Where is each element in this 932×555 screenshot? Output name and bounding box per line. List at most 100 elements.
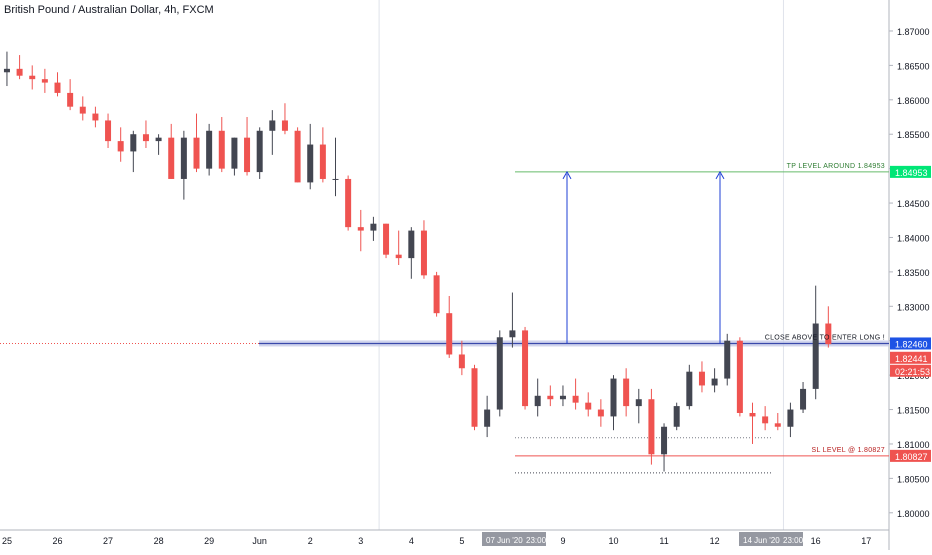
date-highlight-badge xyxy=(739,532,803,546)
y-tick-label: 1.84500 xyxy=(897,199,930,209)
y-tick-label: 1.84000 xyxy=(897,233,930,243)
x-tick-label: 4 xyxy=(409,536,414,546)
y-tick-label: 1.80500 xyxy=(897,474,930,484)
candle-body xyxy=(446,313,453,355)
candle-body xyxy=(130,134,137,152)
candle-body xyxy=(41,79,48,83)
y-tick-label: 1.87000 xyxy=(897,27,930,37)
candle-body xyxy=(256,130,263,173)
candle-body xyxy=(16,68,23,76)
date-highlight-date: 14 Jun '20 xyxy=(743,536,780,545)
sl-price-badge-text: 1.80827 xyxy=(895,452,928,462)
candle-body xyxy=(572,395,579,403)
candle-body xyxy=(749,412,756,417)
candle-body xyxy=(509,330,516,338)
countdown-badge xyxy=(890,364,931,377)
candle-body xyxy=(244,137,251,173)
x-tick-label: 3 xyxy=(358,536,363,546)
candle-body xyxy=(218,130,225,169)
candle-body xyxy=(698,371,705,386)
candle-body xyxy=(458,354,465,369)
candle-body xyxy=(408,230,415,259)
y-tick-label: 1.85500 xyxy=(897,130,930,140)
candle-body xyxy=(155,137,162,142)
x-tick-label: 12 xyxy=(710,536,720,546)
candle-body xyxy=(29,75,36,80)
candle-body xyxy=(420,230,427,276)
candle-body xyxy=(383,223,390,255)
candle-body xyxy=(496,337,503,410)
candle-body xyxy=(800,388,807,410)
candle-body xyxy=(117,141,124,152)
date-highlight-time: 23:00 xyxy=(783,536,804,545)
tp-price-badge-text: 1.84953 xyxy=(895,168,928,178)
x-tick-label: 5 xyxy=(459,536,464,546)
candle-body xyxy=(3,68,10,73)
candle-body xyxy=(762,416,769,424)
candle-body xyxy=(345,178,352,228)
x-tick-label: 9 xyxy=(560,536,565,546)
date-highlight-badge xyxy=(482,532,546,546)
candle-body xyxy=(54,82,61,93)
x-tick-label: 27 xyxy=(103,536,113,546)
level-annotation: TP LEVEL AROUND 1.84953 xyxy=(787,163,885,170)
sl-price-badge xyxy=(890,449,931,462)
tp-price-badge xyxy=(890,165,931,178)
candle-body xyxy=(269,120,276,131)
candle-body xyxy=(787,409,794,427)
y-tick-label: 1.81000 xyxy=(897,440,930,450)
x-tick-label: Jun xyxy=(252,536,267,546)
candle-body xyxy=(332,178,339,180)
candle-body xyxy=(294,130,301,183)
countdown-badge-text: 02:21:53 xyxy=(895,367,930,377)
x-tick-label: 16 xyxy=(811,536,821,546)
chart-title: British Pound / Australian Dollar, 4h, F… xyxy=(4,4,214,16)
candle-body xyxy=(193,137,200,169)
candle-body xyxy=(534,395,541,407)
x-tick-label: 2 xyxy=(308,536,313,546)
candle-body xyxy=(623,378,630,407)
candle-body xyxy=(673,406,680,427)
y-tick-label: 1.81500 xyxy=(897,406,930,416)
entry-price-badge xyxy=(890,337,931,350)
candle-body xyxy=(547,395,554,400)
x-tick-label: 10 xyxy=(608,536,618,546)
current-price-badge xyxy=(890,351,931,364)
candle-body xyxy=(484,409,491,427)
candle-body xyxy=(433,275,440,314)
candle-body xyxy=(67,92,74,107)
y-tick-label: 1.83000 xyxy=(897,302,930,312)
candle-body xyxy=(319,144,326,179)
candle-body xyxy=(206,130,213,169)
candle-body xyxy=(168,137,175,179)
candle-body xyxy=(559,395,566,400)
level-annotation: CLOSE ABOVE TO ENTER LONG ! xyxy=(765,334,885,341)
candle-body xyxy=(471,368,478,427)
candle-body xyxy=(648,399,655,455)
candle-body xyxy=(357,227,364,231)
candle-body xyxy=(610,378,617,417)
candle-body xyxy=(585,402,592,410)
x-tick-label: 26 xyxy=(52,536,62,546)
candle-body xyxy=(825,323,832,345)
candle-body xyxy=(79,106,86,114)
candle-body xyxy=(281,120,288,131)
candle-body xyxy=(711,378,718,386)
candle-body xyxy=(661,426,668,455)
candle-body xyxy=(105,120,112,142)
y-tick-label: 1.80000 xyxy=(897,509,930,519)
candle-body xyxy=(231,137,238,169)
candle-body xyxy=(774,423,781,427)
entry-price-badge-text: 1.82460 xyxy=(895,339,928,349)
current-price-badge-text: 1.82441 xyxy=(895,354,928,364)
x-tick-label: 17 xyxy=(861,536,871,546)
target-arrow-head xyxy=(562,170,572,180)
x-tick-label: 28 xyxy=(154,536,164,546)
y-tick-label: 1.83500 xyxy=(897,268,930,278)
candle-body xyxy=(724,340,731,379)
y-tick-label: 1.86500 xyxy=(897,61,930,71)
candle-body xyxy=(736,340,743,413)
candle-body xyxy=(686,371,693,407)
